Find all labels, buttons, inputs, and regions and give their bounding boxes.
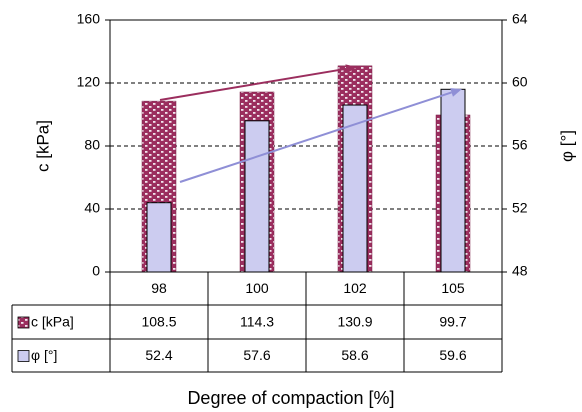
trend-arrow-head <box>345 64 357 74</box>
y-right-tick-label: 56 <box>512 137 528 153</box>
y-right-tick-label: 60 <box>512 74 528 90</box>
trend-arrow-head <box>450 88 462 97</box>
data-label: 114.3 <box>240 314 274 330</box>
category-label: 98 <box>151 280 167 296</box>
chart-text: 0 40 80 120 160 48 52 56 60 64 98 100 102 105 c [kPa] 1… <box>31 11 576 408</box>
data-label: 52.4 <box>145 347 172 363</box>
bars <box>141 65 471 273</box>
data-table <box>11 271 503 373</box>
trend-arrows <box>159 64 462 183</box>
legend-label: φ [°] <box>31 347 57 363</box>
y-left-tick-label: 120 <box>77 74 101 90</box>
category-label: 100 <box>245 280 269 296</box>
y-left-tick-label: 80 <box>84 137 100 153</box>
legend-label: c [kPa] <box>31 314 74 330</box>
y-left-tick-label: 40 <box>84 200 100 216</box>
legend-key <box>17 316 30 329</box>
data-label: 58.6 <box>341 347 368 363</box>
legend-key <box>17 350 30 362</box>
data-label: 99.7 <box>439 314 466 330</box>
axes <box>105 19 507 273</box>
data-label: 130.9 <box>337 314 372 330</box>
data-label: 57.6 <box>243 347 270 363</box>
y-left-tick-label: 160 <box>77 11 101 27</box>
bar-phi <box>146 202 172 273</box>
category-label: 105 <box>441 280 465 296</box>
y-right-tick-label: 48 <box>512 263 528 279</box>
y-right-title: φ [°] <box>557 130 576 162</box>
y-left-tick-label: 0 <box>92 263 100 279</box>
data-label: 108.5 <box>141 314 176 330</box>
data-label: 59.6 <box>439 347 466 363</box>
category-label: 102 <box>343 280 367 296</box>
y-right-tick-label: 64 <box>512 11 528 27</box>
y-left-title: c [kPa] <box>33 120 52 172</box>
trend-arrow-line <box>179 91 452 183</box>
bar-phi <box>244 120 270 273</box>
bar-phi <box>342 104 368 273</box>
trend-arrow-line <box>159 67 347 101</box>
bar-phi <box>440 88 466 273</box>
y-right-tick-label: 52 <box>512 200 528 216</box>
x-axis-title: Degree of compaction [%] <box>187 388 394 408</box>
